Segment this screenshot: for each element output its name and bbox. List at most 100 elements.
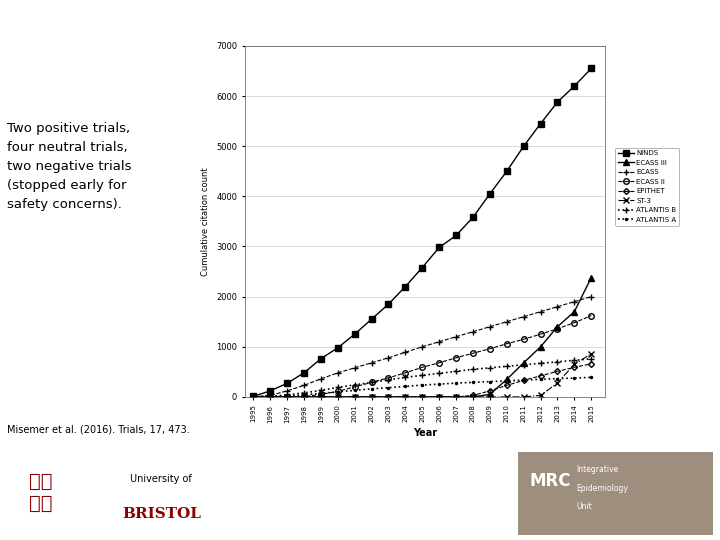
ECASS III (435, 394, 444, 400)
ATLANTIS B (333, 384, 342, 390)
ECASS II (519, 336, 528, 342)
Text: Integrative: Integrative (576, 464, 618, 474)
ST-3 (333, 394, 342, 400)
ECASS II (435, 360, 444, 366)
ATLANTIS B (469, 366, 477, 373)
ECASS III (351, 394, 359, 400)
ECASS III (283, 394, 292, 400)
EPITHET (266, 394, 274, 400)
ST-3 (435, 394, 444, 400)
ST-3 (249, 394, 258, 400)
ECASS II (333, 388, 342, 395)
ATLANTIS A (536, 376, 545, 382)
ATLANTIS A (266, 394, 274, 400)
ECASS II (587, 313, 595, 319)
X-axis label: Year: Year (413, 428, 437, 438)
Line: ATLANTIS A: ATLANTIS A (251, 375, 593, 399)
Text: University of: University of (130, 474, 192, 484)
ECASS II (536, 331, 545, 338)
NINDS (266, 388, 274, 394)
ECASS (519, 313, 528, 320)
EPITHET (536, 373, 545, 379)
Legend: NINDS, ECASS III, ECASS, ECASS II, EPITHET, ST-3, ATLANTIS B, ATLANTIS A: NINDS, ECASS III, ECASS, ECASS II, EPITH… (616, 147, 679, 226)
NINDS (333, 345, 342, 351)
ECASS (451, 334, 460, 340)
ATLANTIS B (503, 363, 511, 369)
ECASS (384, 355, 393, 361)
ECASS II (503, 341, 511, 347)
ECASS (300, 382, 308, 389)
ECASS II (401, 369, 410, 376)
NINDS (503, 168, 511, 174)
ECASS II (249, 394, 258, 400)
ECASS III (367, 394, 376, 400)
ATLANTIS B (249, 394, 258, 400)
FancyBboxPatch shape (518, 452, 713, 535)
Line: ATLANTIS B: ATLANTIS B (251, 356, 594, 400)
ECASS (485, 323, 494, 330)
ATLANTIS A (401, 383, 410, 390)
ECASS (469, 328, 477, 335)
ST-3 (503, 394, 511, 400)
ST-3 (587, 350, 595, 357)
ECASS II (469, 350, 477, 356)
EPITHET (451, 394, 460, 400)
NINDS (367, 316, 376, 322)
ST-3 (536, 392, 545, 399)
ECASS (587, 293, 595, 300)
NINDS (536, 120, 545, 127)
NINDS (384, 301, 393, 307)
ATLANTIS B (384, 376, 393, 383)
ECASS II (485, 346, 494, 352)
ST-3 (317, 394, 325, 400)
ECASS (401, 349, 410, 355)
ECASS III (317, 394, 325, 400)
ATLANTIS A (587, 374, 595, 381)
ECASS III (401, 394, 410, 400)
ATLANTIS A (485, 379, 494, 385)
ECASS (570, 299, 579, 305)
ATLANTIS B (367, 379, 376, 386)
NINDS (519, 143, 528, 150)
ST-3 (553, 380, 562, 386)
ECASS (283, 388, 292, 394)
EPITHET (485, 388, 494, 394)
EPITHET (384, 394, 393, 400)
EPITHET (435, 394, 444, 400)
ATLANTIS B (485, 364, 494, 371)
Text: Two positive trials,
four neutral trials,
two negative trials
(stopped early for: Two positive trials, four neutral trials… (7, 122, 132, 211)
ATLANTIS A (333, 389, 342, 395)
Text: 🦁🦁
🦁🦁: 🦁🦁 🦁🦁 (29, 472, 53, 513)
ATLANTIS A (451, 380, 460, 386)
ECASS III (333, 394, 342, 400)
Line: ECASS: ECASS (250, 293, 595, 400)
NINDS (553, 99, 562, 105)
ECASS II (418, 364, 426, 370)
Text: Misemer et al. (2016). Trials, 17, 473.: Misemer et al. (2016). Trials, 17, 473. (7, 424, 190, 434)
NINDS (587, 65, 595, 72)
ECASS II (367, 379, 376, 386)
NINDS (570, 83, 579, 89)
EPITHET (300, 394, 308, 400)
ECASS III (587, 274, 595, 281)
ST-3 (418, 394, 426, 400)
ATLANTIS B (451, 368, 460, 375)
ECASS III (519, 360, 528, 366)
ECASS (266, 392, 274, 399)
Y-axis label: Cumulative citation count: Cumulative citation count (202, 167, 210, 276)
ST-3 (451, 394, 460, 400)
ATLANTIS B (283, 392, 292, 398)
NINDS (300, 369, 308, 376)
ATLANTIS B (536, 360, 545, 367)
ECASS (418, 343, 426, 350)
ATLANTIS A (367, 386, 376, 392)
ST-3 (485, 394, 494, 400)
ECASS II (451, 355, 460, 361)
EPITHET (317, 394, 325, 400)
ST-3 (367, 394, 376, 400)
ECASS II (283, 394, 292, 400)
ECASS III (451, 394, 460, 400)
Line: NINDS: NINDS (251, 66, 594, 399)
ATLANTIS B (519, 362, 528, 368)
ECASS III (553, 323, 562, 330)
